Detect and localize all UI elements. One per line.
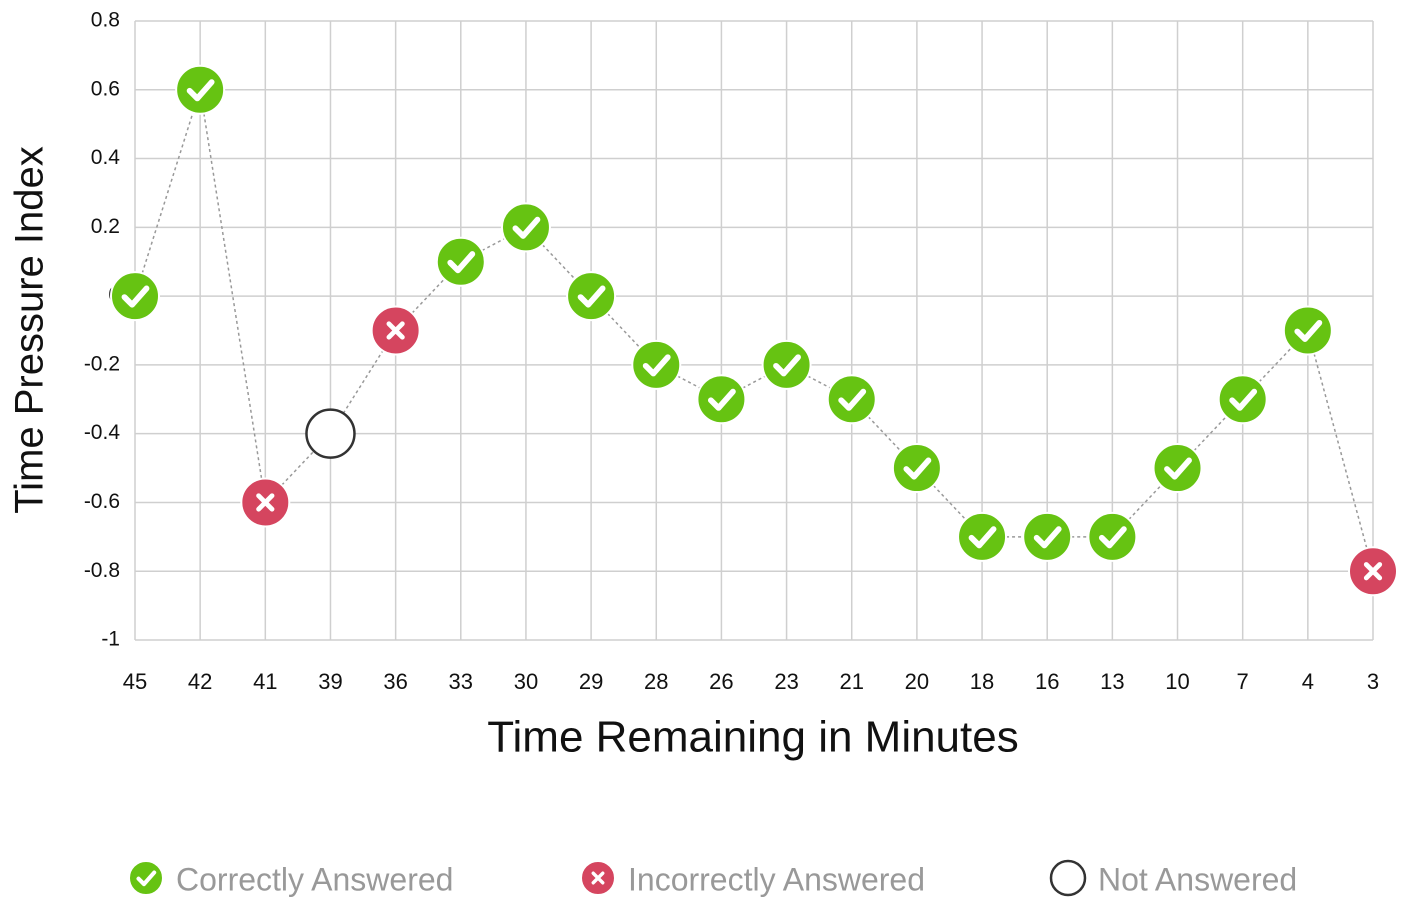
y-tick-label: -0.8 [84, 559, 120, 582]
data-point [957, 511, 1008, 562]
x-tick-label: 41 [253, 669, 277, 694]
connector-line [1307, 330, 1374, 572]
check-icon [707, 388, 736, 411]
x-tick-label: 4 [1302, 669, 1314, 694]
legend-label: Not Answered [1098, 861, 1297, 897]
check-icon [968, 526, 997, 549]
data-point [566, 271, 617, 322]
data-point [435, 236, 486, 287]
x-tick-label: 18 [970, 669, 994, 694]
connector-line [199, 89, 267, 503]
y-tick-label: 0.4 [91, 146, 121, 169]
y-tick-label: 0.6 [91, 77, 120, 100]
check-icon [1229, 388, 1258, 411]
data-point [305, 408, 356, 459]
x-tick-label: 28 [644, 669, 668, 694]
data-point [1217, 374, 1268, 425]
x-tick-label: 7 [1237, 669, 1249, 694]
data-point [500, 202, 551, 253]
cross-icon [256, 493, 275, 512]
check-icon [1033, 526, 1062, 549]
check-icon [186, 79, 215, 102]
x-tick-label: 36 [383, 669, 407, 694]
data-point [1282, 305, 1333, 356]
check-icon [903, 457, 932, 480]
cross-icon [1363, 562, 1383, 581]
legend-marker [1049, 859, 1087, 897]
y-tick-label: -1 [101, 628, 120, 651]
legend-marker [128, 860, 164, 896]
x-tick-label: 30 [514, 669, 538, 694]
data-point [696, 374, 747, 425]
data-point [1152, 443, 1203, 494]
data-point [1022, 511, 1073, 562]
check-icon [1294, 319, 1323, 343]
legend-label: Incorrectly Answered [628, 861, 925, 897]
x-tick-label: 21 [839, 669, 863, 694]
x-tick-label: 29 [579, 669, 603, 694]
check-icon [1098, 526, 1127, 549]
y-tick-label: -0.2 [84, 352, 120, 375]
data-point [826, 374, 877, 425]
data-point [891, 443, 942, 494]
x-tick-label: 16 [1035, 669, 1059, 694]
data-point [631, 339, 682, 390]
x-tick-label: 13 [1100, 669, 1124, 694]
cross-icon [386, 321, 405, 340]
x-tick-label: 10 [1165, 669, 1189, 694]
legend-label: Correctly Answered [176, 861, 453, 897]
data-point [110, 271, 160, 322]
check-icon [447, 251, 476, 274]
x-tick-label: 3 [1367, 669, 1379, 694]
x-tick-label: 26 [709, 669, 733, 694]
check-icon [838, 388, 867, 411]
y-tick-label: 0.2 [91, 215, 120, 238]
data-point [761, 339, 812, 390]
check-icon [577, 285, 606, 308]
check-icon [121, 285, 150, 308]
y-tick-label: -0.6 [84, 490, 120, 513]
check-icon [642, 354, 671, 377]
x-tick-label: 23 [774, 669, 798, 694]
x-tick-label: 33 [449, 669, 473, 694]
data-point [1087, 511, 1138, 562]
check-icon [773, 354, 801, 377]
x-axis-title: Time Remaining in Minutes [487, 713, 1018, 762]
check-icon [136, 870, 157, 887]
x-tick-label: 39 [318, 669, 342, 694]
x-tick-label: 45 [123, 669, 147, 694]
check-icon [512, 216, 541, 239]
y-tick-label: 0.8 [91, 9, 120, 32]
cross-icon [591, 871, 605, 885]
y-tick-label: -0.4 [84, 421, 121, 444]
data-point [175, 64, 226, 115]
y-axis-title: Time Pressure Index [8, 146, 52, 514]
connector-line [134, 89, 201, 297]
x-tick-label: 42 [188, 669, 212, 694]
x-tick-label: 20 [905, 669, 929, 694]
check-icon [1164, 457, 1192, 480]
